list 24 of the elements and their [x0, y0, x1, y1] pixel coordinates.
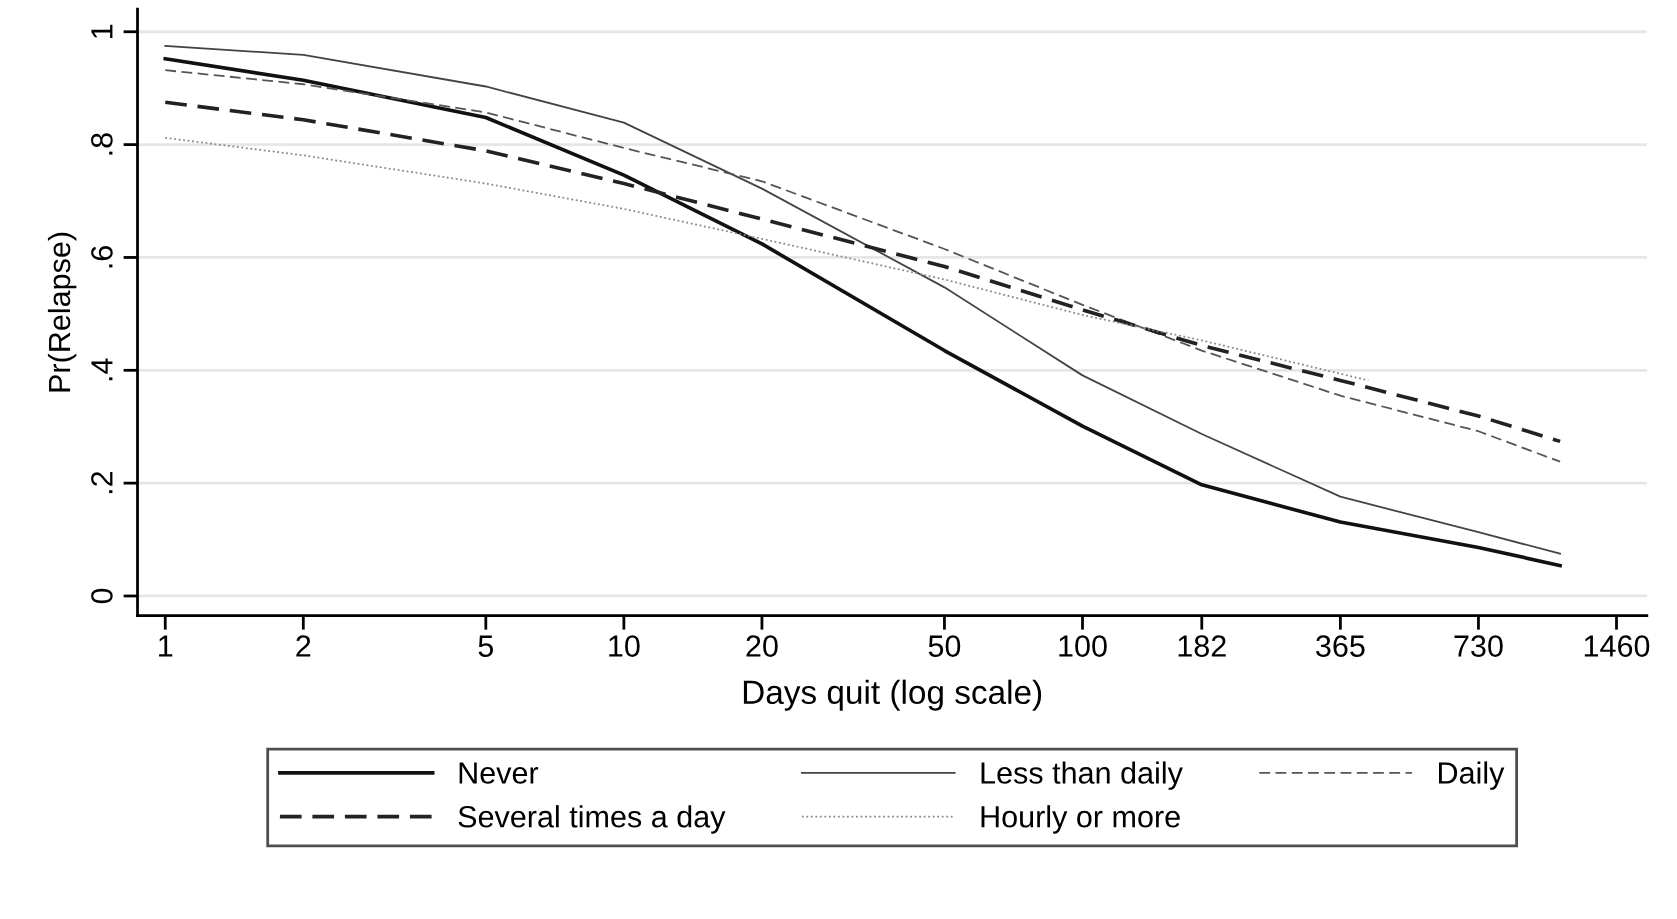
x-tick-label: 2: [296, 635, 311, 657]
y-tick-label: .2: [91, 471, 113, 494]
y-tick-label: 1: [91, 24, 113, 38]
x-tick-label: 20: [746, 635, 778, 657]
x-tick-label: 1: [159, 635, 173, 657]
y-tick-label: .4: [91, 358, 113, 381]
legend-label: Several times a day: [458, 805, 726, 834]
x-tick-label: 50: [928, 635, 961, 657]
legend-label: Never: [459, 762, 539, 784]
x-tick-label: 1460: [1584, 635, 1650, 657]
x-tick-label: 182: [1178, 635, 1226, 657]
y-tick-label: 0: [91, 588, 113, 604]
legend-label: Hourly or more: [981, 805, 1180, 834]
y-tick-label: .8: [91, 133, 113, 155]
x-tick-label: 100: [1059, 635, 1107, 657]
legend-label: Less than daily: [981, 761, 1183, 790]
legend-label: Daily: [1439, 761, 1505, 790]
x-tick-label: 730: [1454, 635, 1503, 657]
x-tick-label: 5: [478, 635, 494, 657]
x-axis-title: Days quit (log scale): [743, 679, 1042, 711]
x-tick-label: 10: [609, 635, 640, 657]
y-axis-title: Pr(Relapse): [47, 232, 77, 392]
x-tick-label: 365: [1316, 635, 1365, 657]
y-tick-label: .6: [91, 246, 113, 268]
